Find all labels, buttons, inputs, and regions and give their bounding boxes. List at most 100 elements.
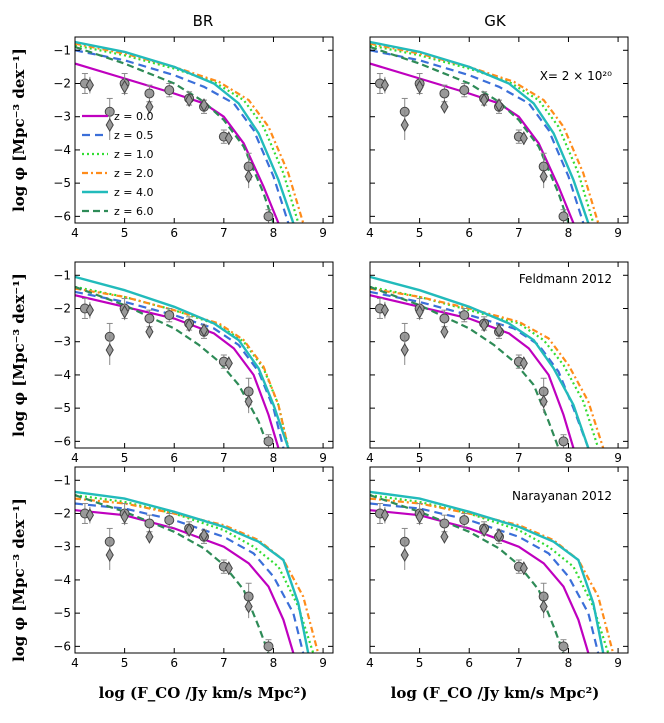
x-tick-label: 5 xyxy=(121,451,129,465)
series-line-0-5 xyxy=(370,49,585,223)
x-tick-label: 7 xyxy=(515,451,523,465)
series-line-1-0 xyxy=(370,494,610,653)
panel-1: 4 5 6 7 8 9 −1 −2 −3 −4 −5 −6 xyxy=(53,36,334,240)
data-point-diamond xyxy=(480,318,489,333)
x-tick-label: 7 xyxy=(515,226,523,240)
series-line-0-0 xyxy=(75,294,280,448)
data-point-diamond xyxy=(415,509,424,524)
data-point-diamond xyxy=(519,561,528,576)
x-tick-label: 5 xyxy=(416,226,424,240)
x-tick-label: 7 xyxy=(515,656,523,670)
data-point-circle xyxy=(558,436,569,447)
data-point-diamond xyxy=(415,79,424,94)
data-point-circle xyxy=(439,313,450,324)
x-tick-label: 8 xyxy=(270,656,278,670)
data-point-diamond xyxy=(400,548,409,563)
series-line-0-5 xyxy=(75,49,290,223)
x-tick-label: 8 xyxy=(270,226,278,240)
y-tick-label: −3 xyxy=(53,540,71,554)
data-point-diamond xyxy=(85,303,94,318)
data-point-diamond xyxy=(145,529,154,544)
col-title-gk: GK xyxy=(484,12,507,30)
x-tick-label: 8 xyxy=(565,451,573,465)
data-point-diamond xyxy=(440,529,449,544)
x-tick-label: 5 xyxy=(416,656,424,670)
legend: z = 0.0 z = 0.5 z = 1.0 z = 2.0 z = 4.0 z = 6… xyxy=(82,110,153,218)
panel-6: 4 5 6 7 8 9 xyxy=(366,466,629,670)
observed-points xyxy=(79,298,274,449)
y-tick-label: −4 xyxy=(53,368,71,382)
x-tick-label: 9 xyxy=(614,451,622,465)
data-point-diamond xyxy=(224,356,233,371)
series-line-0-5 xyxy=(370,290,590,448)
data-point-circle xyxy=(263,641,274,652)
x-tick-label: 6 xyxy=(465,226,473,240)
series-line-0-0 xyxy=(75,62,280,223)
x-tick-label: 9 xyxy=(319,226,327,240)
y-tick-label: −2 xyxy=(53,507,71,521)
data-point-diamond xyxy=(519,356,528,371)
series-line-4-0 xyxy=(75,275,290,448)
data-point-diamond xyxy=(539,599,548,614)
annotation-x-factor: X= 2 × 10²⁰ xyxy=(540,69,612,83)
panel-frame xyxy=(369,36,629,224)
panels-group: 4 5 6 7 8 9−1−2−3−4−5−64 5 6 7 8 94 5 6 7 8 9−1−2−3−4−5… xyxy=(53,36,629,670)
y-tick-label: −5 xyxy=(53,401,71,415)
series-line-4-0 xyxy=(370,490,605,653)
data-point-diamond xyxy=(85,78,94,93)
x-tick-label: 6 xyxy=(170,451,178,465)
data-point-diamond xyxy=(224,131,233,146)
x-tick-label: 4 xyxy=(71,656,79,670)
legend-entry: z = 2.0 xyxy=(114,167,153,180)
data-point-circle xyxy=(263,211,274,222)
x-tick-label: 7 xyxy=(220,226,228,240)
data-point-circle xyxy=(164,515,175,526)
x-tick-label: 9 xyxy=(614,656,622,670)
data-point-diamond xyxy=(494,98,504,113)
series-line-0-0 xyxy=(75,509,295,653)
model-curves xyxy=(75,275,290,448)
x-tick-label: 9 xyxy=(319,451,327,465)
observed-points xyxy=(374,73,569,224)
series-line-4-0 xyxy=(75,490,310,653)
data-point-circle xyxy=(459,85,470,96)
data-point-circle xyxy=(558,641,569,652)
x-tick-label: 7 xyxy=(220,656,228,670)
data-point-diamond xyxy=(185,93,194,108)
x-tick-label: 9 xyxy=(319,656,327,670)
series-line-1-0 xyxy=(75,494,315,653)
series-line-0-5 xyxy=(75,290,285,448)
panel-frame xyxy=(74,261,334,449)
data-point-diamond xyxy=(199,323,209,338)
data-point-diamond xyxy=(380,508,389,523)
model-curves xyxy=(370,490,615,653)
panel-frame xyxy=(74,36,334,224)
data-point-diamond xyxy=(105,548,114,563)
model-curves xyxy=(370,40,600,223)
x-tick-label: 9 xyxy=(614,226,622,240)
data-point-diamond xyxy=(539,394,548,409)
data-point-diamond xyxy=(120,304,129,319)
model-curves xyxy=(75,490,320,653)
series-line-2-0 xyxy=(370,497,615,653)
data-point-circle xyxy=(459,515,470,526)
y-axis-label-row3: log φ [Mpc⁻³ dex⁻¹] xyxy=(10,498,28,662)
panel-3: 4 5 6 7 8 9 −1 −2 −3 −4 −5 −6 xyxy=(53,261,334,465)
series-line-1-0 xyxy=(370,44,595,223)
model-curves xyxy=(370,275,605,448)
data-point-circle xyxy=(164,85,175,96)
data-point-diamond xyxy=(519,131,528,146)
data-point-circle xyxy=(144,518,155,529)
annotation-feldmann: Feldmann 2012 xyxy=(519,272,612,286)
panel-5: 4 5 6 7 8 9 −1 −2 −3 −4 −5 −6 xyxy=(53,466,334,670)
data-point-diamond xyxy=(120,79,129,94)
series-line-6-0 xyxy=(370,494,565,653)
data-point-circle xyxy=(144,313,155,324)
legend-entry: z = 0.5 xyxy=(114,129,153,142)
data-point-diamond xyxy=(380,303,389,318)
x-tick-label: 6 xyxy=(465,451,473,465)
data-point-diamond xyxy=(105,118,114,133)
data-point-diamond xyxy=(494,528,504,543)
data-point-circle xyxy=(459,310,470,321)
x-tick-label: 8 xyxy=(270,451,278,465)
